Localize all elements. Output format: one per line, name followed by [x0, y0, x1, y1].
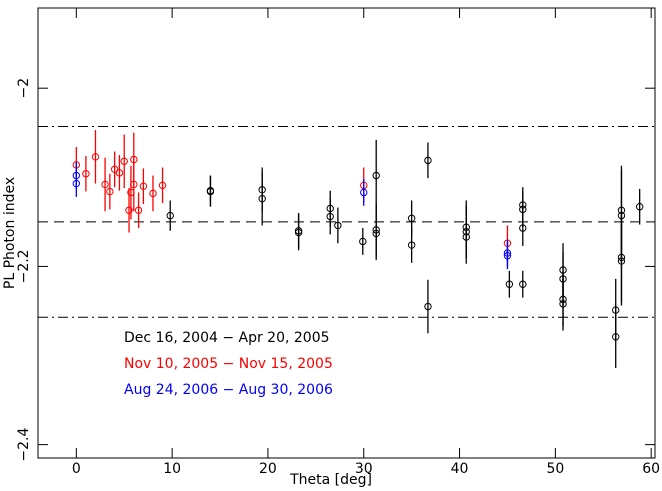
- data-point: [519, 280, 527, 288]
- data-point: [258, 194, 266, 203]
- data-point: [372, 171, 380, 180]
- data-point: [407, 214, 416, 222]
- data-point: [166, 211, 174, 220]
- x-tick-label: 40: [451, 461, 469, 477]
- data-point: [206, 187, 215, 196]
- x-tick-label: 0: [72, 461, 81, 477]
- data-point: [519, 224, 527, 232]
- data-point: [617, 257, 626, 265]
- data-point: [559, 300, 567, 308]
- data-point: [72, 179, 81, 188]
- data-point: [462, 233, 470, 241]
- x-tick-label: 60: [642, 461, 660, 477]
- data-point: [120, 157, 128, 165]
- data-point: [503, 252, 512, 260]
- data-point: [106, 187, 114, 196]
- data-point: [635, 203, 644, 211]
- x-tick-label: 30: [355, 461, 373, 477]
- data-point: [326, 212, 334, 221]
- data-point: [334, 221, 342, 230]
- data-point: [110, 165, 119, 173]
- data-point: [130, 155, 138, 164]
- y-axis-label: PL Photon index: [2, 177, 18, 289]
- legend-entry: Dec 16, 2004 − Apr 20, 2005: [124, 330, 330, 346]
- plot-frame: [37, 7, 656, 459]
- data-point: [407, 241, 416, 249]
- data-point: [91, 153, 100, 161]
- y-tick-label: −2.2: [16, 249, 32, 283]
- y-tick-label: −2: [16, 78, 32, 99]
- data-point: [158, 181, 167, 190]
- data-point: [149, 189, 157, 198]
- data-point: [139, 182, 148, 190]
- x-tick-label: 10: [163, 461, 181, 477]
- data-point: [505, 280, 514, 288]
- data-point: [134, 206, 143, 214]
- data-point: [82, 170, 90, 178]
- data-point: [359, 237, 367, 246]
- data-point: [101, 180, 109, 189]
- data-point: [372, 229, 380, 238]
- data-point: [125, 206, 133, 214]
- data-point: [424, 302, 432, 311]
- data-point: [424, 156, 432, 165]
- x-tick-label: 20: [259, 461, 277, 477]
- x-axis-label: Theta [deg]: [289, 472, 372, 488]
- legend-entry: Nov 10, 2005 − Nov 15, 2005: [124, 356, 333, 372]
- data-point: [294, 228, 303, 237]
- y-tick-label: −2.4: [16, 428, 32, 462]
- legend-entry: Aug 24, 2006 − Aug 30, 2006: [124, 382, 333, 398]
- data-point: [612, 333, 620, 341]
- data-point: [115, 169, 124, 177]
- data-point: [360, 188, 368, 197]
- x-tick-label: 50: [546, 461, 564, 477]
